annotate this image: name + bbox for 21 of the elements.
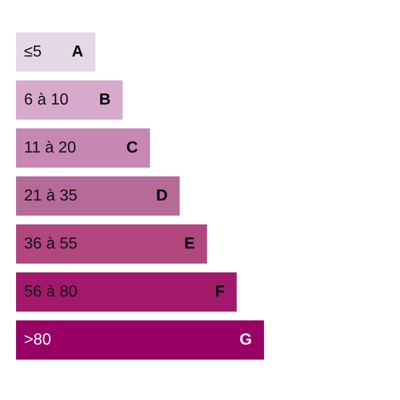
bar — [16, 176, 180, 216]
annotation: A — [72, 43, 84, 60]
y-tick-label: 36 à 55 — [24, 235, 78, 252]
annotation: B — [99, 91, 111, 108]
bar — [16, 272, 237, 312]
bar — [16, 80, 123, 120]
annotation: G — [240, 331, 252, 348]
bar — [16, 32, 96, 72]
y-tick-label: 6 à 10 — [24, 91, 69, 108]
y-tick-label: 56 à 80 — [24, 283, 78, 300]
annotation: C — [126, 139, 138, 156]
bar — [16, 128, 150, 168]
y-tick-label: ≤5 — [24, 43, 42, 60]
y-tick-label: 11 à 20 — [24, 139, 76, 156]
y-tick-label: 21 à 35 — [24, 187, 78, 204]
y-tick-label: >80 — [24, 331, 52, 348]
annotation: E — [184, 235, 196, 252]
annotation: D — [156, 187, 168, 204]
bar — [16, 224, 207, 264]
bar — [16, 320, 264, 360]
annotation: F — [214, 283, 225, 300]
